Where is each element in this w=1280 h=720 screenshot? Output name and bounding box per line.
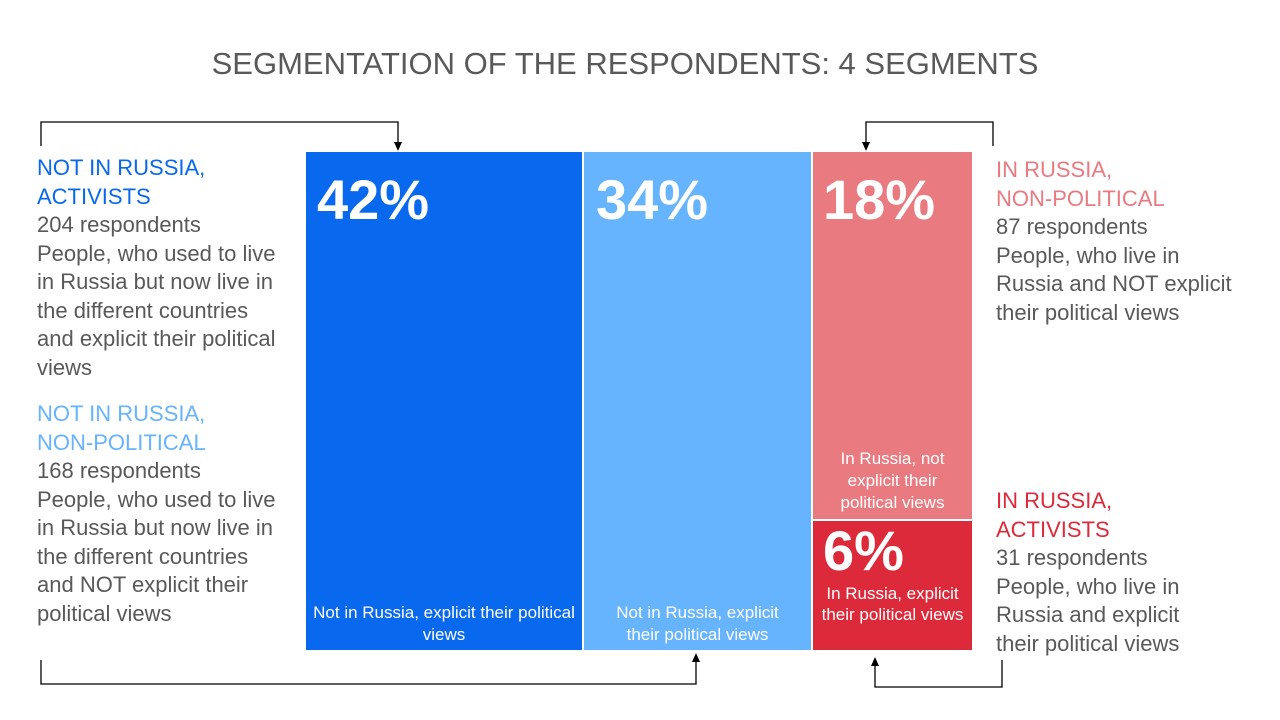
respondent-count: 204 respondents xyxy=(37,212,201,237)
segment-heading: NOT IN RUSSIA, xyxy=(37,401,206,426)
segment-heading: NON-POLITICAL xyxy=(37,429,206,455)
respondent-count: 168 respondents xyxy=(37,458,201,483)
block-label: In Russia, not explicit their political … xyxy=(840,449,945,512)
block-not-in-russia-activists: 42% Not in Russia, explicit their politi… xyxy=(306,152,582,650)
segment-description: People, who live in Russia and NOT expli… xyxy=(996,242,1232,325)
segment-heading: ACTIVISTS xyxy=(996,516,1110,542)
percent-value: 42% xyxy=(317,168,430,231)
connector-not-in-russia-non-political xyxy=(40,658,697,685)
segment-description: People, who live in Russia and explicit … xyxy=(996,573,1180,656)
segment-heading: IN RUSSIA, xyxy=(996,488,1113,513)
connector-in-russia-activists xyxy=(874,660,1003,688)
arrowhead-icon xyxy=(692,653,700,662)
segment-description: People, who used to live in Russia but n… xyxy=(37,486,276,626)
respondent-count: 31 respondents xyxy=(996,545,1148,570)
arrowhead-icon xyxy=(871,657,879,666)
block-label: In Russia, explicit their political view… xyxy=(821,584,964,624)
block-in-russia-non-political: 18% In Russia, not explicit their politi… xyxy=(813,152,972,519)
percent-value: 34% xyxy=(596,168,709,231)
block-label: Not in Russia, explicit their political … xyxy=(313,603,575,644)
segment-heading: NOT IN RUSSIA, xyxy=(37,155,206,180)
segment-heading: ACTIVISTS xyxy=(37,183,151,209)
segment-heading: IN RUSSIA, xyxy=(996,157,1113,182)
percent-value: 18% xyxy=(823,168,936,231)
segment-desc-not-in-russia-activists: NOT IN RUSSIA, ACTIVISTS 204 respondents… xyxy=(37,154,287,382)
connector-in-russia-non-political xyxy=(865,121,994,146)
segment-desc-not-in-russia-non-political: NOT IN RUSSIA, NON-POLITICAL 168 respond… xyxy=(37,400,277,628)
arrowhead-icon xyxy=(862,142,870,151)
slide-title: SEGMENTATION OF THE RESPONDENTS: 4 SEGME… xyxy=(211,46,1039,81)
segment-heading: NON-POLITICAL xyxy=(996,185,1165,211)
connector-not-in-russia-activists xyxy=(40,121,399,146)
block-not-in-russia-non-political: 34% Not in Russia, explicit their politi… xyxy=(584,152,811,650)
block-in-russia-activists: 6% In Russia, explicit their political v… xyxy=(813,521,972,650)
block-label: Not in Russia, explicit their political … xyxy=(616,603,779,644)
segment-description: People, who used to live in Russia but n… xyxy=(37,240,276,380)
respondent-count: 87 respondents xyxy=(996,214,1148,239)
segment-desc-in-russia-activists: IN RUSSIA, ACTIVISTS 31 respondents Peop… xyxy=(996,487,1216,658)
segment-desc-in-russia-non-political: IN RUSSIA, NON-POLITICAL 87 respondents … xyxy=(996,156,1236,327)
percent-value: 6% xyxy=(823,521,904,582)
arrowhead-icon xyxy=(394,142,402,151)
